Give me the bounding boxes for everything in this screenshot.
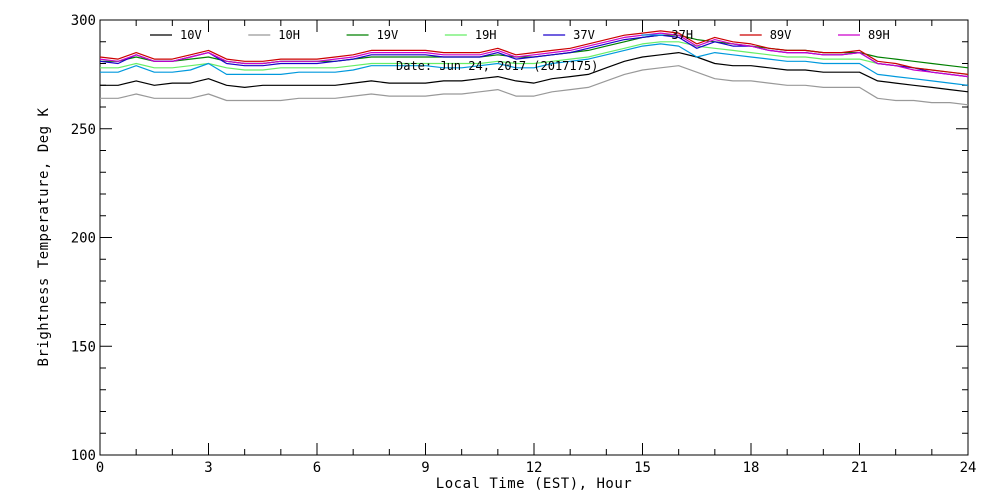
- legend-label-10h: 10H: [278, 28, 300, 42]
- x-tick-label: 18: [743, 460, 760, 476]
- legend-label-10v: 10V: [180, 28, 202, 42]
- legend-label-37h: 37H: [671, 28, 693, 42]
- series-line-37h: [100, 43, 969, 86]
- legend-label-89v: 89V: [770, 28, 792, 42]
- series-line-89v: [99, 30, 969, 75]
- axis-ticks: 0 3 6 9 12 15 18 21 24 100 150 200 250 300: [71, 13, 977, 476]
- x-axis-label: Local Time (EST), Hour: [436, 476, 632, 492]
- x-tick-label: 24: [960, 460, 977, 476]
- series-line-10h: [100, 65, 969, 106]
- legend-label-37v: 37V: [573, 28, 595, 42]
- y-axis-label: Brightness Temperature, Deg K: [36, 107, 52, 366]
- x-tick-label: 21: [851, 460, 868, 476]
- x-tick-label: 3: [204, 460, 212, 476]
- y-tick-label: 250: [71, 122, 96, 138]
- x-tick-label: 15: [634, 460, 651, 476]
- y-tick-label: 300: [71, 13, 96, 29]
- legend: 10V 10H 19V 19H 37V 37H 89V 89H: [150, 28, 890, 42]
- legend-label-89h: 89H: [868, 28, 890, 42]
- date-annotation: Date: Jun 24, 2017 (2017175): [396, 59, 598, 73]
- x-tick-label: 0: [96, 460, 104, 476]
- legend-label-19h: 19H: [475, 28, 497, 42]
- x-tick-label: 12: [526, 460, 543, 476]
- y-tick-label: 150: [71, 339, 96, 355]
- series-line-10v: [100, 51, 969, 93]
- series-line-89h: [99, 32, 969, 78]
- series-lines: [99, 30, 969, 106]
- y-tick-label: 100: [71, 448, 96, 464]
- legend-label-19v: 19V: [377, 28, 399, 42]
- y-tick-label: 200: [71, 231, 96, 247]
- x-tick-label: 9: [421, 460, 429, 476]
- x-tick-label: 6: [313, 460, 321, 476]
- series-line-19h: [100, 41, 969, 75]
